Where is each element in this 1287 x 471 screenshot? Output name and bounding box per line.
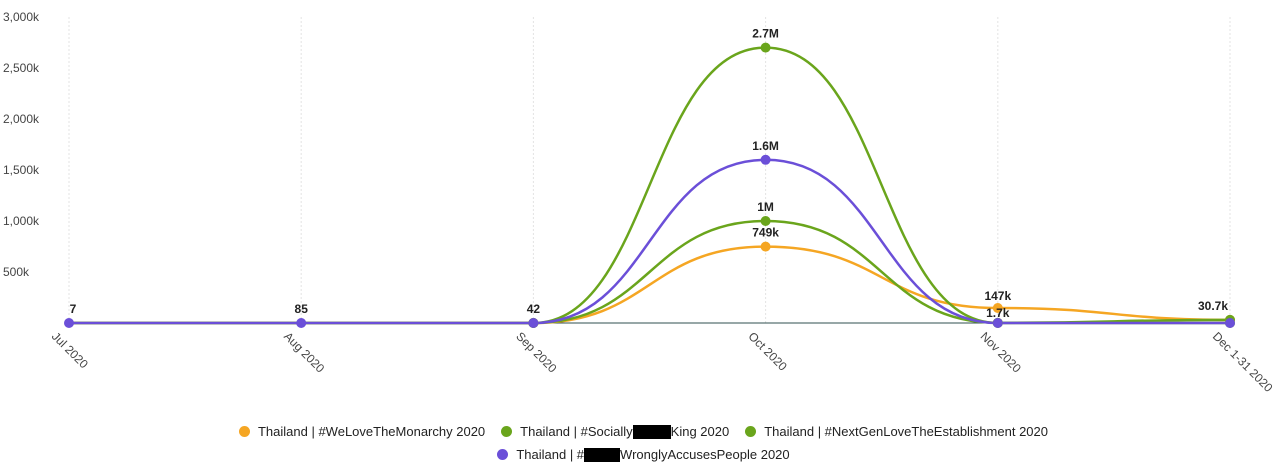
legend-swatch — [501, 426, 513, 437]
legend: Thailand | #WeLoveTheMonarchy 2020 Thail… — [0, 424, 1287, 470]
data-point — [760, 241, 771, 252]
x-tick-label: Sep 2020 — [513, 329, 559, 375]
x-tick-label: Aug 2020 — [281, 329, 327, 375]
series-points — [64, 42, 1235, 328]
y-tick-label: 500k — [3, 265, 30, 279]
x-axis: Jul 2020 Aug 2020 Sep 2020 Oct 2020 Nov 2020… — [49, 329, 1276, 395]
grid-lines — [68, 17, 1231, 324]
legend-item-wrongly-accuses[interactable]: Thailand | # WronglyAccusesPeople 2020 — [497, 447, 790, 462]
legend-item-socially-king[interactable]: Thailand | #Socially King 2020 — [501, 424, 729, 439]
data-label: 1M — [757, 200, 774, 214]
data-label: 85 — [295, 302, 309, 316]
redaction-bar — [584, 447, 621, 462]
legend-label-part: King 2020 — [670, 424, 730, 439]
data-point — [528, 317, 539, 328]
x-tick-label: Dec 1-31 2020 — [1210, 329, 1276, 395]
data-label: 1.6M — [752, 139, 779, 153]
y-tick-label: 1,000k — [3, 214, 40, 228]
series-line-0 — [69, 245, 1231, 325]
data-labels: 749k 147k 1M 1.7k 30.7k 2.7M 7 85 42 1.6M — [70, 27, 1229, 320]
y-tick-label: 1,500k — [3, 163, 40, 177]
redaction-bar — [632, 424, 671, 439]
legend-label-part: Thailand | #Socially — [520, 424, 633, 439]
data-point — [992, 303, 1003, 314]
data-label: 147k — [984, 289, 1011, 303]
y-tick-label: 2,000k — [3, 112, 40, 126]
data-point — [760, 216, 771, 226]
legend-label: Thailand | #NextGenLoveTheEstablishment … — [764, 424, 1048, 439]
series-line-1 — [69, 219, 1231, 325]
data-label: 7 — [70, 302, 77, 316]
legend-item-weLoveTheMonarchy[interactable]: Thailand | #WeLoveTheMonarchy 2020 — [238, 424, 486, 439]
x-tick-label: Nov 2020 — [978, 329, 1024, 375]
legend-item-nextgen[interactable]: Thailand | #NextGenLoveTheEstablishment … — [745, 424, 1048, 439]
data-point — [1225, 318, 1235, 328]
data-label: 42 — [527, 302, 541, 316]
legend-label-part: WronglyAccusesPeople 2020 — [620, 447, 790, 462]
y-axis: 500k 1,000k 1,500k 2,000k 2,500k 3,000k — [3, 10, 40, 279]
data-label: 749k — [752, 226, 779, 240]
y-tick-label: 3,000k — [3, 10, 40, 24]
x-tick-label: Jul 2020 — [49, 329, 91, 371]
data-point — [992, 318, 1003, 328]
x-tick-label: Oct 2020 — [745, 329, 790, 374]
data-label: 2.7M — [752, 27, 779, 41]
legend-label-part: Thailand | # — [516, 447, 585, 462]
legend-label: Thailand | #WeLoveTheMonarchy 2020 — [257, 424, 486, 439]
series-lines — [68, 46, 1231, 325]
legend-swatch — [497, 449, 509, 460]
data-point — [296, 317, 307, 328]
series-line-3 — [68, 158, 1230, 325]
data-point — [64, 317, 74, 328]
legend-swatch — [745, 426, 757, 437]
data-point — [760, 42, 771, 53]
data-point — [760, 154, 771, 165]
series-line-2 — [69, 46, 1230, 325]
data-label: 1.7k — [986, 306, 1010, 320]
y-tick-label: 2,500k — [3, 61, 40, 75]
legend-swatch — [238, 426, 250, 437]
data-label: 30.7k — [1198, 299, 1228, 313]
